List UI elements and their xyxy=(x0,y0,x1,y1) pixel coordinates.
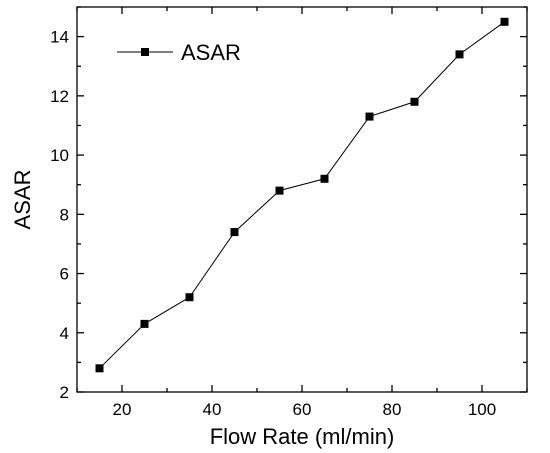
y-tick-label: 8 xyxy=(60,205,69,224)
data-point-marker xyxy=(500,17,509,26)
series-group xyxy=(95,17,509,373)
x-tick-label: 100 xyxy=(468,400,496,419)
x-axis-title: Flow Rate (ml/min) xyxy=(210,424,395,449)
x-tick-label: 60 xyxy=(293,400,312,419)
x-tick-label: 20 xyxy=(113,400,132,419)
data-point-marker xyxy=(140,319,149,328)
y-tick-label: 10 xyxy=(50,146,69,165)
series-line-asar xyxy=(99,21,505,369)
legend-marker xyxy=(141,48,149,56)
data-point-marker xyxy=(275,186,284,195)
y-tick-label: 6 xyxy=(60,265,69,284)
data-point-marker xyxy=(410,97,419,106)
axes-group: 20 40 60 80 100 2 4 6 8 10 12 14 xyxy=(50,6,528,419)
legend-label: ASAR xyxy=(181,40,241,65)
data-point-marker xyxy=(455,50,464,59)
y-tick-label: 2 xyxy=(60,383,69,402)
y-tick-label: 12 xyxy=(50,87,69,106)
plot-frame xyxy=(76,6,528,393)
y-tick-label: 14 xyxy=(50,28,69,47)
x-tick-label: 80 xyxy=(383,400,402,419)
data-point-marker xyxy=(320,174,329,183)
data-point-marker xyxy=(365,112,374,121)
data-point-marker xyxy=(230,228,239,237)
data-point-marker xyxy=(95,364,104,373)
y-tick-label: 4 xyxy=(60,324,69,343)
x-tick-label: 40 xyxy=(203,400,222,419)
data-point-marker xyxy=(185,293,194,302)
legend: ASAR xyxy=(117,40,241,65)
y-axis-title: ASAR xyxy=(10,170,35,230)
